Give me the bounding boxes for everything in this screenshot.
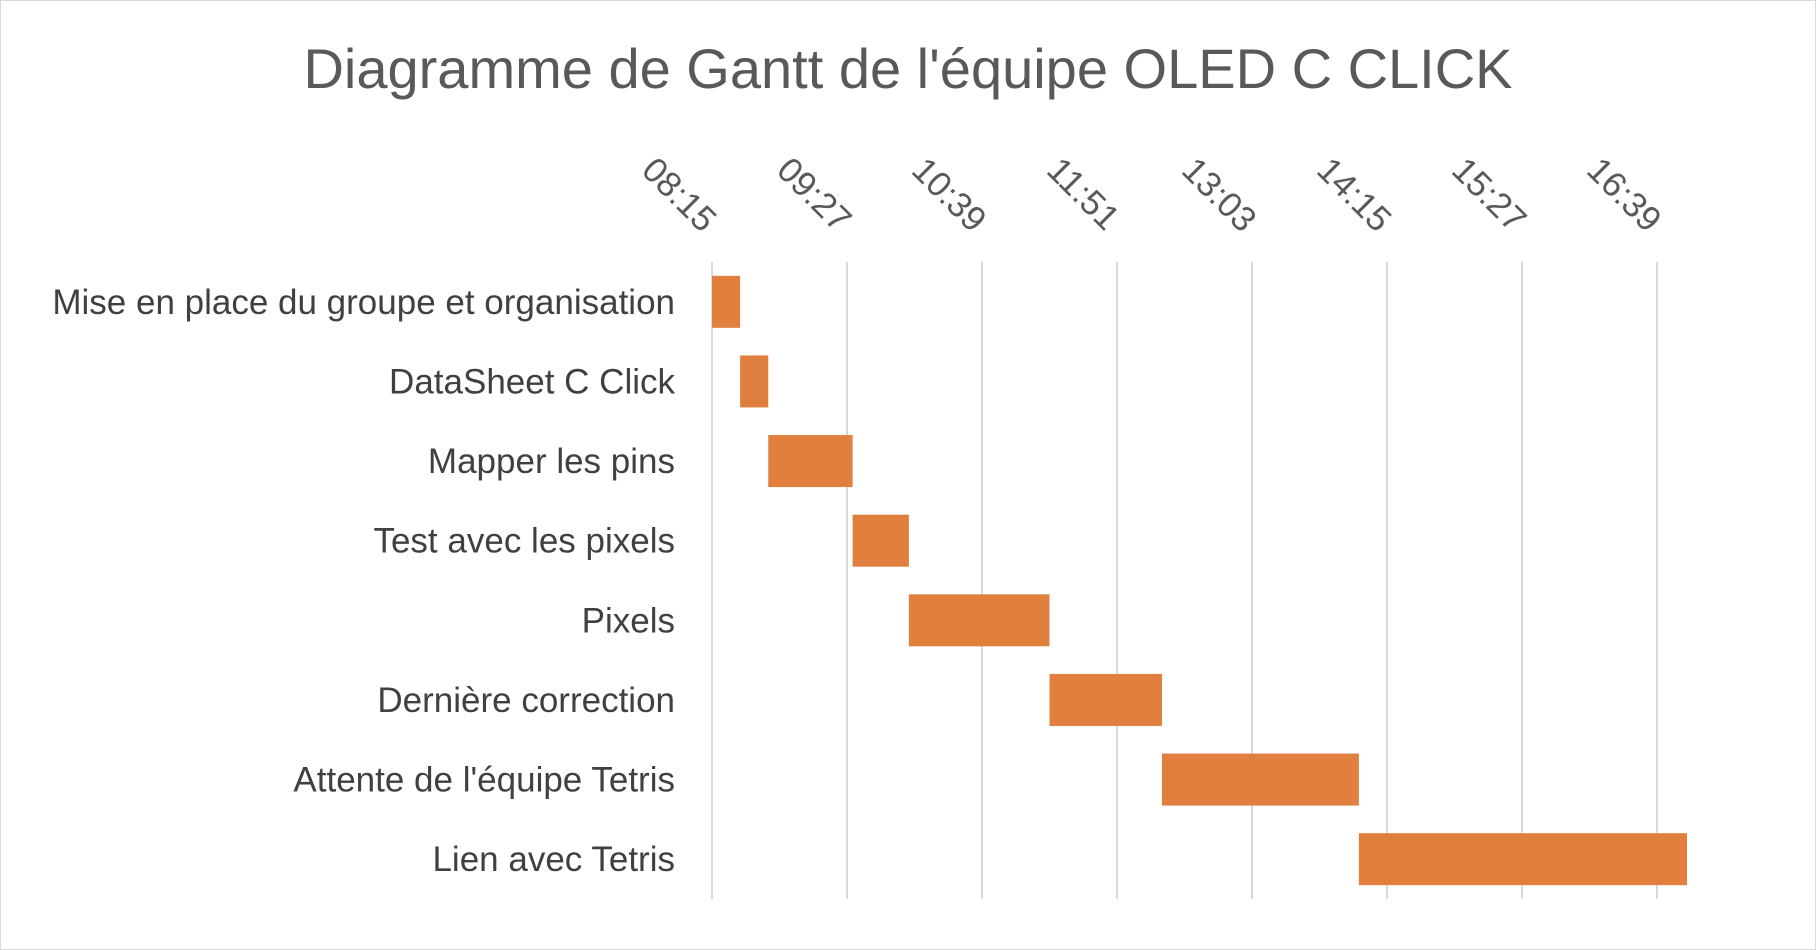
x-tick-label: 08:15 bbox=[634, 150, 724, 240]
category-label: Test avec les pixels bbox=[373, 522, 675, 561]
category-label: Mise en place du groupe et organisation bbox=[52, 283, 675, 322]
gantt-bar bbox=[852, 514, 909, 567]
category-label: Attente de l'équipe Tetris bbox=[293, 761, 675, 800]
gantt-bar bbox=[1162, 753, 1359, 806]
x-tick-label: 14:15 bbox=[1309, 150, 1399, 240]
category-label: Mapper les pins bbox=[428, 442, 675, 481]
x-tick-label: 16:39 bbox=[1579, 150, 1669, 240]
gantt-bar bbox=[1049, 673, 1162, 726]
category-label: Dernière correction bbox=[377, 681, 675, 720]
x-tick-label: 09:27 bbox=[769, 150, 859, 240]
x-tick-label: 15:27 bbox=[1444, 150, 1534, 240]
x-tick-label: 10:39 bbox=[904, 150, 994, 240]
x-tick-label: 11:51 bbox=[1039, 150, 1127, 238]
category-label: DataSheet C Click bbox=[389, 362, 675, 401]
gantt-bar bbox=[768, 435, 853, 488]
x-tick-label: 13:03 bbox=[1174, 150, 1264, 240]
gantt-bar bbox=[908, 594, 1050, 647]
gantt-bar bbox=[1358, 833, 1687, 886]
category-label: Lien avec Tetris bbox=[432, 840, 675, 879]
category-label: Pixels bbox=[582, 601, 675, 640]
chart-title: Diagramme de Gantt de l'équipe OLED C CL… bbox=[303, 37, 1513, 100]
gantt-bar bbox=[740, 355, 769, 408]
gantt-bar bbox=[712, 275, 741, 328]
